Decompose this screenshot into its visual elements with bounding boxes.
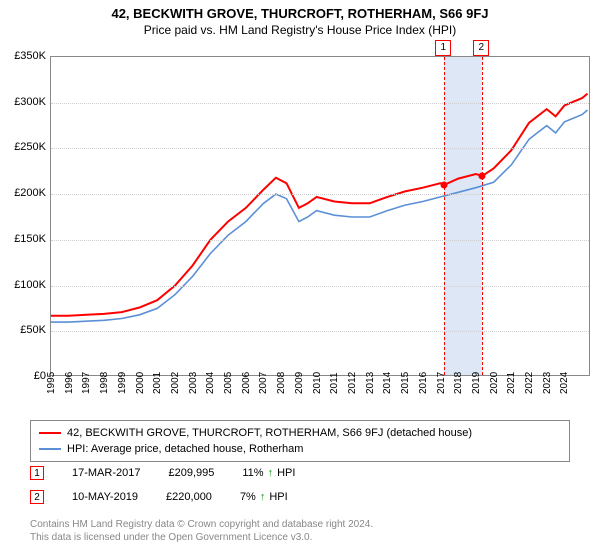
legend-row: 42, BECKWITH GROVE, THURCROFT, ROTHERHAM…: [39, 425, 561, 441]
x-tick-label: 2003: [188, 372, 199, 394]
y-tick-label: £350K: [0, 50, 46, 62]
line-plot: [51, 57, 591, 377]
legend: 42, BECKWITH GROVE, THURCROFT, ROTHERHAM…: [30, 420, 570, 462]
x-tick-label: 2013: [365, 372, 376, 394]
x-tick-label: 1996: [64, 372, 75, 394]
x-tick-label: 2002: [170, 372, 181, 394]
event-marker: 1: [30, 466, 44, 480]
x-tick-label: 1999: [117, 372, 128, 394]
x-tick-label: 2007: [258, 372, 269, 394]
legend-label: HPI: Average price, detached house, Roth…: [67, 443, 303, 455]
event-price: £209,995: [168, 467, 214, 479]
x-tick-label: 2017: [436, 372, 447, 394]
x-tick-label: 2006: [241, 372, 252, 394]
y-tick-label: £0: [0, 370, 46, 382]
x-tick-label: 2018: [453, 372, 464, 394]
attribution-line: This data is licensed under the Open Gov…: [30, 531, 570, 544]
x-tick-label: 1997: [81, 372, 92, 394]
attribution: Contains HM Land Registry data © Crown c…: [30, 518, 570, 544]
annotation-row: 2 10-MAY-2019 £220,000 7% ↑ HPI: [30, 490, 570, 504]
x-tick-label: 2020: [489, 372, 500, 394]
x-tick-label: 2000: [135, 372, 146, 394]
x-tick-label: 2023: [542, 372, 553, 394]
legend-row: HPI: Average price, detached house, Roth…: [39, 441, 561, 457]
chart-subtitle: Price paid vs. HM Land Registry's House …: [0, 21, 600, 37]
arrow-up-icon: ↑: [268, 467, 274, 479]
y-tick-label: £250K: [0, 141, 46, 153]
x-tick-label: 2016: [418, 372, 429, 394]
x-tick-label: 2014: [382, 372, 393, 394]
x-tick-label: 2008: [276, 372, 287, 394]
x-tick-label: 2019: [471, 372, 482, 394]
x-tick-label: 2012: [347, 372, 358, 394]
x-tick-label: 1998: [99, 372, 110, 394]
chart-title: 42, BECKWITH GROVE, THURCROFT, ROTHERHAM…: [0, 0, 600, 21]
series-line: [51, 110, 588, 322]
event-hpi-suffix: HPI: [277, 467, 295, 479]
annotation-row: 1 17-MAR-2017 £209,995 11% ↑ HPI: [30, 466, 570, 480]
legend-swatch: [39, 448, 61, 450]
plot-area: [50, 56, 590, 376]
event-marker: 2: [30, 490, 44, 504]
arrow-up-icon: ↑: [260, 491, 266, 503]
x-tick-label: 2022: [524, 372, 535, 394]
y-tick-label: £50K: [0, 324, 46, 336]
event-hpi-pct: 7%: [240, 491, 256, 503]
legend-swatch: [39, 432, 61, 434]
event-date: 10-MAY-2019: [72, 491, 138, 503]
x-tick-label: 2010: [312, 372, 323, 394]
x-tick-label: 2009: [294, 372, 305, 394]
x-tick-label: 2024: [559, 372, 570, 394]
y-tick-label: £200K: [0, 187, 46, 199]
x-tick-label: 2015: [400, 372, 411, 394]
event-hpi-pct: 11%: [242, 467, 263, 479]
x-tick-label: 2004: [205, 372, 216, 394]
attribution-line: Contains HM Land Registry data © Crown c…: [30, 518, 570, 531]
y-tick-label: £150K: [0, 233, 46, 245]
event-marker: 2: [473, 40, 489, 56]
event-hpi-suffix: HPI: [269, 491, 287, 503]
x-tick-label: 2021: [506, 372, 517, 394]
x-tick-label: 2005: [223, 372, 234, 394]
event-date: 17-MAR-2017: [72, 467, 140, 479]
x-tick-label: 1995: [46, 372, 57, 394]
y-tick-label: £300K: [0, 96, 46, 108]
event-price: £220,000: [166, 491, 212, 503]
chart-area: £0 £50K £100K £150K £200K £250K £300K £350K 199…: [0, 48, 600, 416]
event-marker: 1: [435, 40, 451, 56]
x-tick-label: 2011: [329, 372, 340, 394]
legend-label: 42, BECKWITH GROVE, THURCROFT, ROTHERHAM…: [67, 427, 472, 439]
series-line: [51, 94, 588, 316]
x-tick-label: 2001: [152, 372, 163, 394]
y-tick-label: £100K: [0, 279, 46, 291]
